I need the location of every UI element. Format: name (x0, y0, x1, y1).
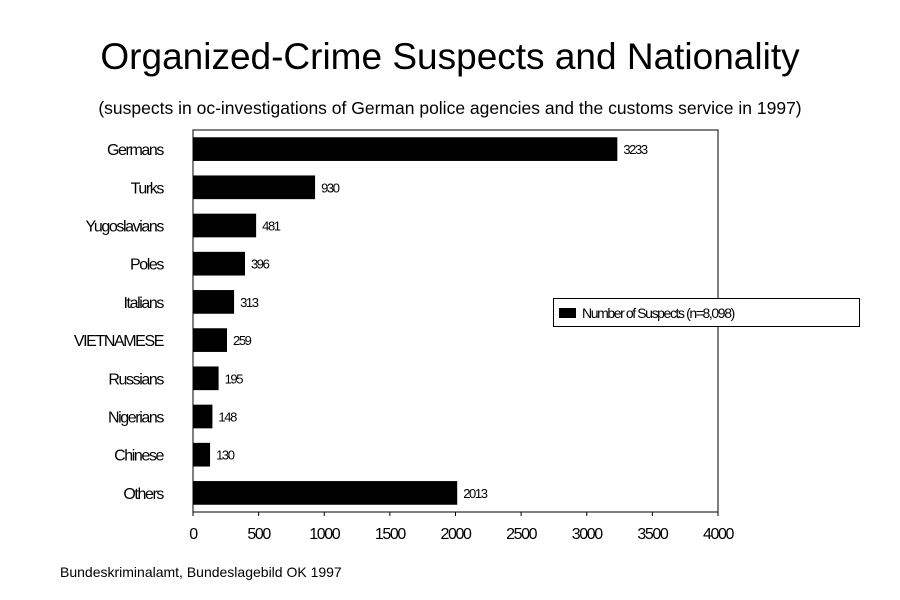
legend-label: Number of Suspects (n=8,098) (582, 305, 735, 321)
x-tick-label: 1000 (309, 526, 340, 543)
x-tick-label: 4000 (703, 526, 734, 543)
bar-russians (193, 366, 219, 391)
bar-yugoslavians (193, 213, 257, 238)
category-label-yugoslavians: Yugoslavians (86, 219, 165, 236)
data-label-turks: 930 (321, 180, 340, 195)
category-label-russians: Russians (108, 371, 164, 388)
data-label-germans: 3233 (623, 142, 647, 157)
x-tick-label: 0 (189, 526, 198, 543)
bars-group (193, 137, 618, 505)
legend: Number of Suspects (n=8,098) (553, 298, 860, 327)
bar-others (193, 481, 458, 505)
data-label-chinese: 130 (216, 448, 235, 463)
data-labels: 3233 930 481 396 313 259 195 148 130 2013 (216, 142, 649, 501)
category-label-others: Others (123, 486, 164, 503)
chart-title: Organized-Crime Suspects and Nationality (100, 36, 800, 77)
category-label-germans: Germans (107, 142, 164, 159)
data-label-yugoslavians: 481 (262, 219, 281, 234)
bar-poles (193, 251, 245, 276)
bar-germans (193, 137, 618, 161)
data-label-vietnamese: 259 (233, 333, 252, 348)
data-label-others: 2013 (463, 486, 487, 501)
data-label-italians: 313 (240, 295, 259, 310)
category-label-chinese: Chinese (114, 448, 164, 465)
legend-swatch (559, 308, 576, 318)
x-tick-label: 2500 (506, 526, 537, 543)
data-label-poles: 396 (251, 257, 270, 272)
x-tick-label: 1500 (375, 526, 406, 543)
x-tick-label: 2000 (441, 526, 472, 543)
data-label-russians: 195 (225, 371, 244, 386)
x-axis-ticks: 0 500 1000 1500 2000 2500 3000 3500 4000 (189, 512, 736, 543)
category-labels: Germans Turks Yugoslavians Poles Italians VIE… (74, 142, 166, 503)
category-label-vietnamese: VIETNAMESE (74, 333, 164, 350)
x-tick-label: 3000 (572, 526, 603, 543)
bar-vietnamese (193, 328, 227, 352)
source-note: Bundeskriminalamt, Bundeslagebild OK 199… (60, 564, 342, 580)
bar-chinese (193, 442, 211, 467)
bar-italians (193, 290, 235, 314)
x-tick-label: 3500 (637, 526, 668, 543)
bar-nigerians (193, 404, 213, 429)
category-label-italians: Italians (124, 295, 165, 312)
category-label-poles: Poles (130, 257, 164, 274)
chart-subtitle: (suspects in oc-investigations of German… (98, 98, 802, 118)
x-tick-label: 500 (247, 526, 271, 543)
category-label-turks: Turks (131, 180, 165, 197)
bar-turks (193, 175, 316, 200)
data-label-nigerians: 148 (218, 410, 237, 425)
category-label-nigerians: Nigerians (108, 410, 164, 427)
